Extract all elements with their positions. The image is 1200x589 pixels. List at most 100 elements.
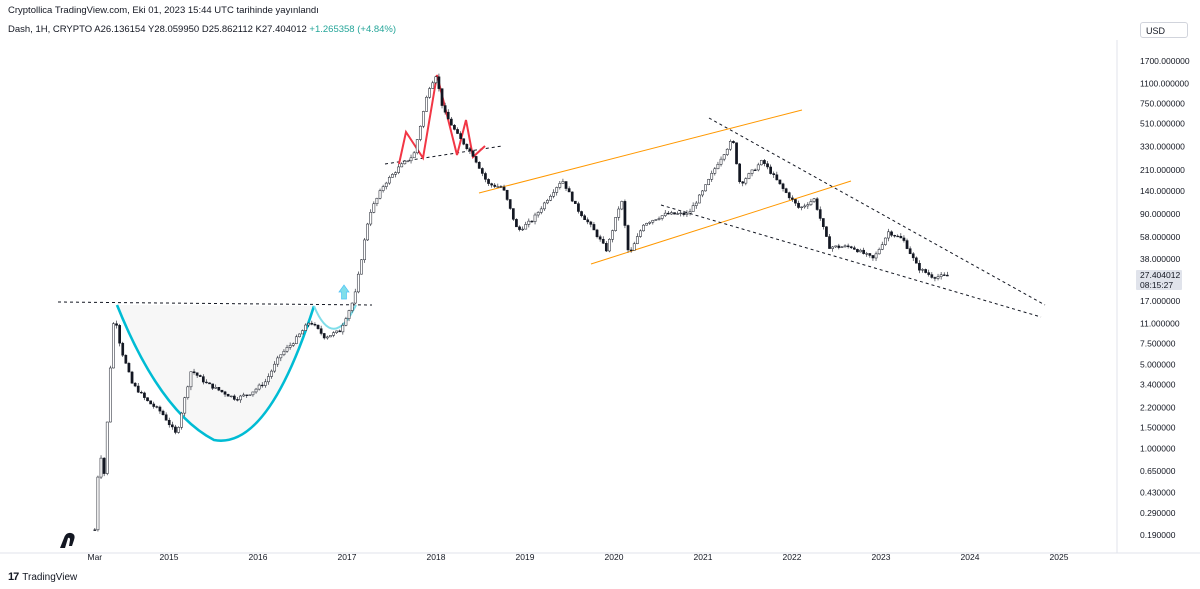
candle-body <box>316 324 320 329</box>
candle-body <box>611 230 614 240</box>
candle-body <box>778 179 782 185</box>
candle-body <box>635 236 639 244</box>
candle-body <box>443 105 447 113</box>
candle-body <box>849 246 853 249</box>
candle-body <box>766 163 769 168</box>
candle-body <box>415 139 419 154</box>
candle-body <box>614 217 617 231</box>
candle-body <box>536 212 540 216</box>
candle-body <box>437 76 441 89</box>
time-tick-label: 2020 <box>605 552 624 562</box>
candle-body <box>626 225 630 251</box>
candle-body <box>403 160 407 165</box>
candle-body <box>223 391 227 395</box>
candle-body <box>666 212 670 215</box>
candle-body <box>583 215 586 220</box>
price-tick-label: 0.430000 <box>1140 487 1176 497</box>
candle-body <box>831 246 834 249</box>
candle-body <box>896 235 900 238</box>
candle-body <box>840 246 844 248</box>
candle-body <box>412 152 416 159</box>
last-price-badge <box>1136 270 1182 290</box>
candle-body <box>201 376 205 383</box>
candle-body <box>338 330 342 333</box>
candle-body <box>880 244 884 250</box>
bar-countdown: 08:15:27 <box>1140 280 1173 290</box>
candle-body <box>552 192 555 197</box>
candle-body <box>459 133 462 139</box>
price-tick-label: 11.000000 <box>1140 319 1180 329</box>
candle-body <box>130 371 134 384</box>
candle-body <box>639 230 642 237</box>
candle-body <box>177 427 180 433</box>
candle-body <box>276 357 280 365</box>
currency-selector[interactable]: USD <box>1140 22 1188 38</box>
candle-body <box>663 212 667 216</box>
candle-body <box>691 205 695 212</box>
candle-body <box>226 394 230 397</box>
candle-body <box>899 235 903 239</box>
candle-body <box>229 395 233 398</box>
candle-body <box>797 202 800 208</box>
price-tick-label: 1.500000 <box>1140 422 1176 432</box>
candle-body <box>580 211 583 217</box>
time-tick-label: 2023 <box>872 552 891 562</box>
candle-body <box>632 243 636 251</box>
price-tick-label: 1100.000000 <box>1140 79 1189 89</box>
candle-body <box>518 226 521 230</box>
candle-body <box>515 219 518 228</box>
last-price-value: 27.404012 <box>1140 270 1180 280</box>
candle-body <box>149 400 152 405</box>
candle-body <box>784 188 788 193</box>
candle-body <box>270 370 273 377</box>
candle-body <box>670 212 673 215</box>
candle-body <box>852 247 856 250</box>
candle-body <box>604 243 608 252</box>
candle-body <box>592 224 596 231</box>
candle-body <box>927 272 931 275</box>
candle-body <box>809 201 813 205</box>
candle-body <box>834 245 838 248</box>
candle-body <box>93 529 97 531</box>
price-axis[interactable]: 1700.000000 1100.000000 750.000000 510.0000… <box>1140 56 1190 540</box>
candle-body <box>121 342 125 356</box>
candle-body <box>573 200 577 204</box>
candle-body <box>524 224 528 230</box>
candle-body <box>282 350 286 356</box>
candle-body <box>679 212 683 215</box>
time-tick-label: 2025 <box>1050 552 1069 562</box>
candle-body <box>158 406 162 412</box>
candle-body <box>192 371 196 374</box>
candle-body <box>936 276 940 279</box>
candle-body <box>161 410 165 416</box>
candle-body <box>856 249 859 253</box>
candle-body <box>205 381 208 384</box>
candle-body <box>902 237 906 241</box>
candle-body <box>363 239 366 261</box>
candle-body <box>539 208 543 213</box>
wedge-lower-line <box>660 204 1042 318</box>
candle-body <box>577 203 580 212</box>
candle-body <box>787 192 791 199</box>
candle-body <box>701 190 704 196</box>
candle-body <box>434 76 438 84</box>
candle-body <box>344 318 348 326</box>
candle-body <box>335 330 338 333</box>
time-axis[interactable]: Mar 2015 2016 2017 2018 2019 2020 2021 2022 2023 2… <box>88 552 1069 562</box>
candle-body <box>394 172 397 175</box>
price-tick-label: 1700.000000 <box>1140 56 1190 66</box>
candle-body <box>170 424 174 428</box>
candle-body <box>325 336 329 339</box>
candle-body <box>139 391 143 394</box>
candle-body <box>697 194 701 204</box>
tradingview-logo-icon: 17 <box>8 571 19 583</box>
candle-body <box>620 201 624 210</box>
candle-body <box>747 173 751 179</box>
candle-body <box>759 160 763 166</box>
candle-body <box>189 371 193 388</box>
candle-body <box>555 187 559 193</box>
candle-body <box>704 184 707 192</box>
candle-body <box>707 179 710 185</box>
candle-body <box>685 212 689 215</box>
